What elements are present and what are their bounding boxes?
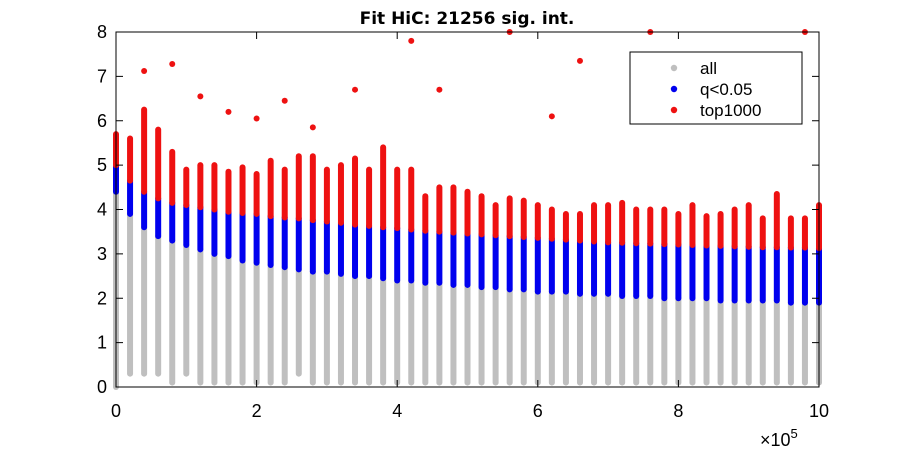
point-top1000 xyxy=(408,37,415,44)
point-top1000 xyxy=(576,57,583,64)
x-tick-label: 0 xyxy=(111,401,121,421)
point-top1000 xyxy=(309,124,316,131)
legend: all q<0.05 top1000 xyxy=(629,51,803,125)
point-top1000 xyxy=(436,86,443,93)
legend-marker xyxy=(670,106,678,114)
x-tick-label: 8 xyxy=(673,401,683,421)
legend-box xyxy=(629,51,803,125)
x-tick-label: 10 xyxy=(809,401,829,421)
x-tick-label: 2 xyxy=(252,401,262,421)
y-tick-label: 0 xyxy=(97,377,107,397)
x-tick-label: 6 xyxy=(533,401,543,421)
x-axis-multiplier: ×105 xyxy=(760,426,798,450)
y-tick-label: 5 xyxy=(97,155,107,175)
y-tick-label: 2 xyxy=(97,288,107,308)
legend-label: q<0.05 xyxy=(700,80,752,99)
point-top1000 xyxy=(225,108,232,115)
x-tick-label: 4 xyxy=(392,401,402,421)
y-tick-label: 8 xyxy=(97,22,107,42)
point-top1000 xyxy=(548,113,555,120)
y-tick-label: 1 xyxy=(97,333,107,353)
point-top1000 xyxy=(352,86,359,93)
axis-ticks: 0 2 4 6 8 10 0 1 2 3 4 5 6 7 8 xyxy=(97,22,829,421)
point-top1000 xyxy=(253,115,260,122)
point-top1000 xyxy=(141,68,148,75)
chart-title: Fit HiC: 21256 sig. int. xyxy=(360,9,575,29)
point-top1000 xyxy=(197,93,204,100)
y-tick-label: 4 xyxy=(97,200,107,220)
legend-label: top1000 xyxy=(700,101,761,120)
legend-marker xyxy=(670,85,678,93)
legend-marker xyxy=(670,64,678,72)
point-top1000 xyxy=(281,97,288,104)
plot-frame xyxy=(115,31,820,388)
point-top1000 xyxy=(169,60,176,67)
y-tick-label: 7 xyxy=(97,66,107,86)
y-tick-label: 3 xyxy=(97,244,107,264)
y-tick-label: 6 xyxy=(97,111,107,131)
legend-label: all xyxy=(700,59,717,78)
